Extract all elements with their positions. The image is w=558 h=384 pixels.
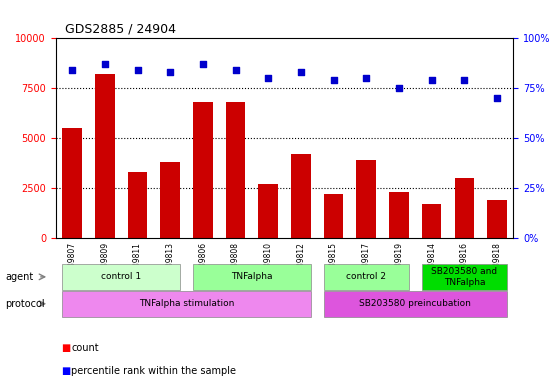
Bar (422, 204, 441, 238)
Text: GSM189807: GSM189807 (68, 242, 76, 288)
Bar (128, 172, 147, 238)
Bar (455, 178, 474, 238)
Text: percentile rank within the sample: percentile rank within the sample (71, 366, 237, 376)
Bar (193, 102, 213, 238)
Point (395, 85, 403, 91)
Text: GSM189819: GSM189819 (395, 242, 403, 288)
Text: agent: agent (6, 272, 34, 282)
Point (493, 95, 502, 101)
Text: GDS2885 / 24904: GDS2885 / 24904 (65, 23, 176, 36)
Bar (258, 184, 278, 238)
Text: GSM189810: GSM189810 (264, 242, 273, 288)
Bar (226, 102, 246, 238)
Text: GSM189806: GSM189806 (199, 242, 208, 288)
Bar (62, 128, 82, 238)
Bar (160, 162, 180, 238)
Text: control 1: control 1 (101, 272, 141, 281)
Text: GSM189817: GSM189817 (362, 242, 371, 288)
Text: TNFalpha: TNFalpha (231, 272, 273, 281)
Bar (291, 154, 311, 238)
Point (199, 61, 208, 68)
Text: GSM189814: GSM189814 (427, 242, 436, 288)
Point (133, 67, 142, 73)
Text: SB203580 preincubation: SB203580 preincubation (359, 299, 472, 308)
Text: ■: ■ (61, 343, 71, 353)
Text: GSM189818: GSM189818 (493, 242, 502, 288)
Text: control 2: control 2 (347, 272, 386, 281)
Point (166, 69, 175, 75)
Text: GSM189816: GSM189816 (460, 242, 469, 288)
Text: GSM189808: GSM189808 (231, 242, 240, 288)
Text: GSM189812: GSM189812 (296, 242, 305, 288)
Point (296, 69, 305, 75)
Point (460, 77, 469, 83)
Point (329, 77, 338, 83)
Text: protocol: protocol (6, 299, 45, 309)
Text: SB203580 and
TNFalpha: SB203580 and TNFalpha (431, 267, 497, 286)
Point (362, 75, 371, 81)
Text: ■: ■ (61, 366, 71, 376)
Point (231, 67, 240, 73)
Text: GSM189809: GSM189809 (100, 242, 109, 288)
Point (264, 75, 273, 81)
Text: GSM189813: GSM189813 (166, 242, 175, 288)
Point (100, 61, 109, 68)
Bar (95, 74, 114, 238)
Text: TNFalpha stimulation: TNFalpha stimulation (139, 299, 234, 308)
Bar (389, 192, 409, 238)
Bar (324, 194, 343, 238)
Bar (357, 160, 376, 238)
Text: GSM189811: GSM189811 (133, 242, 142, 288)
Point (68, 67, 76, 73)
Bar (487, 200, 507, 238)
Point (427, 77, 436, 83)
Text: count: count (71, 343, 99, 353)
Text: GSM189815: GSM189815 (329, 242, 338, 288)
